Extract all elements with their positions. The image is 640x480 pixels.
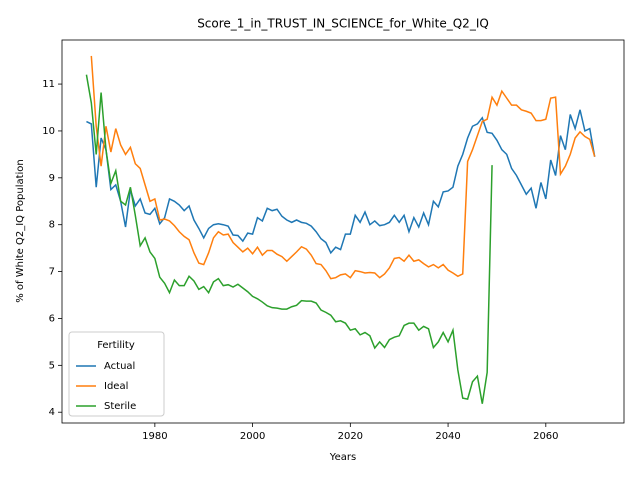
series-line: [86, 109, 596, 255]
plot-frame: [61, 39, 625, 424]
y-tick-label: 4: [49, 407, 55, 418]
series-line: [85, 74, 493, 404]
y-tick-label: 10: [42, 126, 55, 137]
y-tick-label: 11: [42, 79, 55, 90]
y-tick-label: 5: [49, 360, 55, 371]
x-tick-label: 2000: [240, 431, 265, 442]
chart-title: Score_1_in_TRUST_IN_SCIENCE_for_White_Q2…: [197, 17, 489, 31]
x-tick-label: 2040: [435, 431, 460, 442]
x-tick-label: 2060: [533, 431, 558, 442]
y-tick-label: 8: [49, 220, 55, 231]
y-axis-label: % of White Q2_IQ Population: [15, 159, 26, 303]
y-tick-label: 6: [49, 313, 55, 324]
y-tick-label: 9: [49, 173, 55, 184]
legend-label: Sterile: [104, 401, 136, 412]
legend-box: [68, 331, 165, 417]
legend-label: Ideal: [104, 381, 128, 392]
x-tick-label: 2020: [338, 431, 363, 442]
legend-label: Actual: [104, 361, 135, 372]
y-tick-label: 7: [49, 267, 55, 278]
legend-title: Fertility: [97, 340, 135, 351]
series-line: [90, 55, 596, 280]
x-axis-label: Years: [329, 452, 356, 463]
x-tick-label: 1980: [142, 431, 167, 442]
